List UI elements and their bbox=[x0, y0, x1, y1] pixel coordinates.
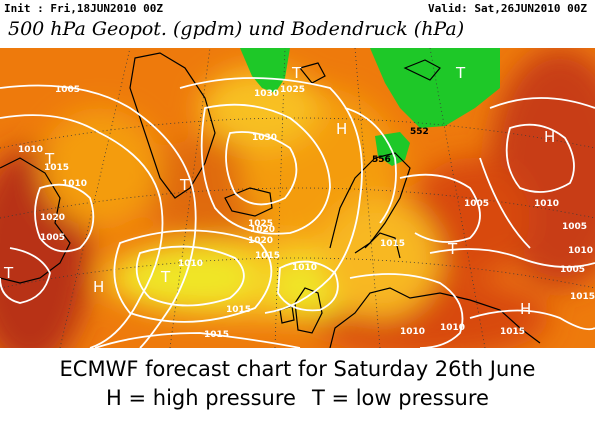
isobar-label: 1015 bbox=[380, 239, 405, 249]
chart-title: 500 hPa Geopot. (gpdm) und Bodendruck (h… bbox=[8, 18, 465, 40]
isobar-label: 1010 bbox=[534, 199, 559, 209]
isobar-label: 1010 bbox=[292, 263, 317, 273]
geopotential-labels: 552 556 bbox=[372, 127, 429, 165]
isobar-label: 1010 bbox=[62, 179, 87, 189]
isobars bbox=[0, 77, 595, 348]
legend-low-pressure: T = low pressure bbox=[311, 386, 489, 410]
isobar-label: 1010 bbox=[18, 145, 43, 155]
isobar-label: 1010 bbox=[178, 259, 203, 269]
isobar-label: 1005 bbox=[40, 233, 65, 243]
isobar-label: 1005 bbox=[464, 199, 489, 209]
isobar-label: 1015 bbox=[255, 251, 280, 261]
pressure-labels: 1005 1010 1015 1020 1025 1030 1005 1010 … bbox=[18, 85, 595, 340]
isobar-label: 1025 bbox=[248, 219, 273, 229]
isobar-label: 1020 bbox=[250, 225, 275, 235]
low-pressure-marker: T bbox=[291, 64, 302, 82]
valid-time-label: Valid: Sat,26JUN2010 00Z bbox=[428, 2, 587, 15]
isobar-label: 1015 bbox=[226, 305, 251, 315]
isobar-label: 1005 bbox=[55, 85, 80, 95]
isobar-label: 1020 bbox=[40, 213, 65, 223]
caption-title: ECMWF forecast chart for Saturday 26th J… bbox=[59, 357, 536, 381]
low-pressure-marker: T bbox=[447, 240, 458, 258]
high-pressure-marker: H bbox=[544, 128, 555, 146]
low-pressure-marker: T bbox=[3, 264, 14, 282]
isobar-label: 1005 bbox=[560, 265, 585, 275]
geopotential-label: 556 bbox=[372, 155, 391, 165]
isobar-label: 1025 bbox=[280, 85, 305, 95]
high-pressure-marker: H bbox=[336, 120, 347, 138]
low-pressure-marker: T bbox=[44, 150, 55, 168]
isobar-label: 1015 bbox=[570, 292, 595, 302]
init-time-label: Init : Fri,18JUN2010 00Z bbox=[4, 2, 163, 15]
pressure-systems: T H T H T T H T T H T bbox=[3, 64, 555, 318]
high-pressure-marker: H bbox=[93, 278, 104, 296]
isobar-label: 1010 bbox=[440, 323, 465, 333]
chart-header: Init : Fri,18JUN2010 00Z Valid: Sat,26JU… bbox=[0, 0, 595, 48]
isobar-label: 1015 bbox=[500, 327, 525, 337]
high-pressure-marker: H bbox=[520, 300, 531, 318]
geopotential-label: 552 bbox=[410, 127, 429, 137]
weather-map: 1005 1010 1015 1020 1025 1030 1005 1010 … bbox=[0, 48, 595, 348]
isobar-label: 1030 bbox=[252, 133, 277, 143]
isobar-label: 1015 bbox=[204, 330, 229, 340]
low-geopotential-areas bbox=[240, 48, 500, 166]
low-pressure-marker: T bbox=[455, 64, 466, 82]
coastlines bbox=[0, 52, 541, 348]
chart-caption: ECMWF forecast chart for Saturday 26th J… bbox=[0, 348, 595, 421]
caption-legend: H = high pressure T = low pressure bbox=[0, 384, 595, 413]
isobar-label: 1005 bbox=[562, 222, 587, 232]
isobar-label: 1015 bbox=[44, 163, 69, 173]
graticule bbox=[0, 48, 595, 348]
isobar-label: 1030 bbox=[254, 89, 279, 99]
isobar-label: 1010 bbox=[568, 246, 593, 256]
isobar-label: 1020 bbox=[248, 236, 273, 246]
weather-map-svg: 1005 1010 1015 1020 1025 1030 1005 1010 … bbox=[0, 48, 595, 348]
isobar-label: 1010 bbox=[400, 327, 425, 337]
low-pressure-marker: T bbox=[179, 176, 190, 194]
low-pressure-marker: T bbox=[160, 268, 171, 286]
legend-high-pressure: H = high pressure bbox=[106, 386, 296, 410]
